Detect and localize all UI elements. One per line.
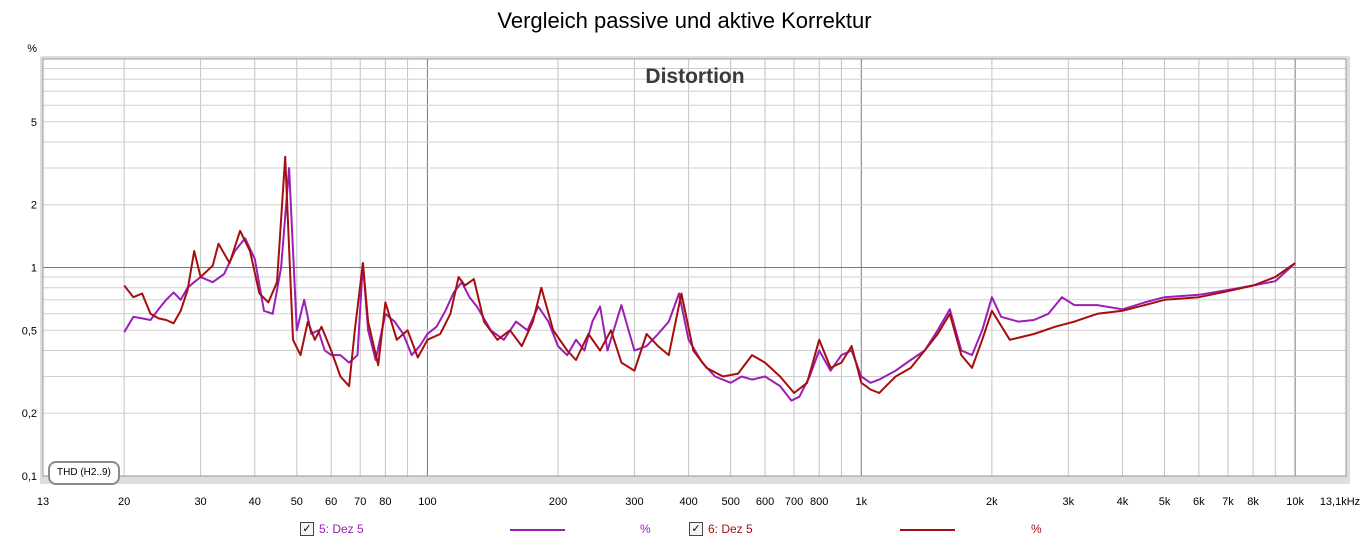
series-5-label: 5: Dez 5 xyxy=(319,522,364,536)
legend: ✓ 5: Dez 5 % ✓ 6: Dez 5 % xyxy=(0,520,1369,542)
x-tick-label: 400 xyxy=(679,496,697,508)
series-6-checkbox[interactable]: ✓ xyxy=(689,522,703,536)
x-tick-label: 500 xyxy=(721,496,739,508)
x-tick-label: 8k xyxy=(1247,496,1259,508)
series-6-unit: % xyxy=(1031,522,1042,536)
x-tick-label: 40 xyxy=(249,496,261,508)
x-tick-label: 70 xyxy=(354,496,366,508)
x-tick-label: 7k xyxy=(1222,496,1234,508)
x-tick-label: 50 xyxy=(291,496,303,508)
x-tick-label: 10k xyxy=(1286,496,1304,508)
legend-item-series-6[interactable]: ✓ 6: Dez 5 % xyxy=(689,520,1069,540)
x-tick-label: 6k xyxy=(1193,496,1205,508)
y-tick-label: 0,5 xyxy=(22,325,37,337)
y-tick-label: 0,1 xyxy=(22,471,37,483)
thd-badge[interactable]: THD (H2..9) xyxy=(48,461,120,485)
chart-svg[interactable]: 13 20 30 40 50 60 70 80 100 200 300 400 500 600 700 800… xyxy=(0,0,1369,520)
x-tick-label: 5k xyxy=(1159,496,1171,508)
series-5-unit: % xyxy=(640,522,651,536)
x-tick-label: 600 xyxy=(756,496,774,508)
series-line-5 xyxy=(123,167,1296,402)
series-line-6 xyxy=(123,155,1296,394)
x-tick-label: 1k xyxy=(855,496,867,508)
y-tick-label: 1 xyxy=(31,263,37,275)
x-tick-label: 20 xyxy=(118,496,130,508)
x-tick-label: 100 xyxy=(418,496,436,508)
series-6-label: 6: Dez 5 xyxy=(708,522,753,536)
x-tick-label: 60 xyxy=(325,496,337,508)
x-tick-label: 3k xyxy=(1062,496,1074,508)
x-tick-label: 80 xyxy=(379,496,391,508)
plot-label: Distortion xyxy=(645,65,744,88)
y-tick-label: 2 xyxy=(31,200,37,212)
plot-border xyxy=(42,58,1347,477)
x-tick-label: 200 xyxy=(549,496,567,508)
x-tick-label: 4k xyxy=(1117,496,1129,508)
chart-title: Vergleich passive und aktive Korrektur xyxy=(497,8,872,33)
x-tick-label: 2k xyxy=(986,496,998,508)
legend-item-series-5[interactable]: ✓ 5: Dez 5 % xyxy=(300,520,680,540)
y-tick-label: 5 xyxy=(31,117,37,129)
x-tick-label: 30 xyxy=(194,496,206,508)
series-6-line-swatch xyxy=(900,529,955,531)
series-5-checkbox[interactable]: ✓ xyxy=(300,522,314,536)
x-tick-label: 300 xyxy=(625,496,643,508)
x-tick-label: 700 xyxy=(785,496,803,508)
x-tick-label: 13,1kHz xyxy=(1320,496,1360,508)
x-tick-label: 13 xyxy=(37,496,49,508)
y-unit-label: % xyxy=(27,43,37,55)
x-tick-label: 800 xyxy=(810,496,828,508)
y-tick-label: 0,2 xyxy=(22,408,37,420)
series-5-line-swatch xyxy=(510,529,565,531)
